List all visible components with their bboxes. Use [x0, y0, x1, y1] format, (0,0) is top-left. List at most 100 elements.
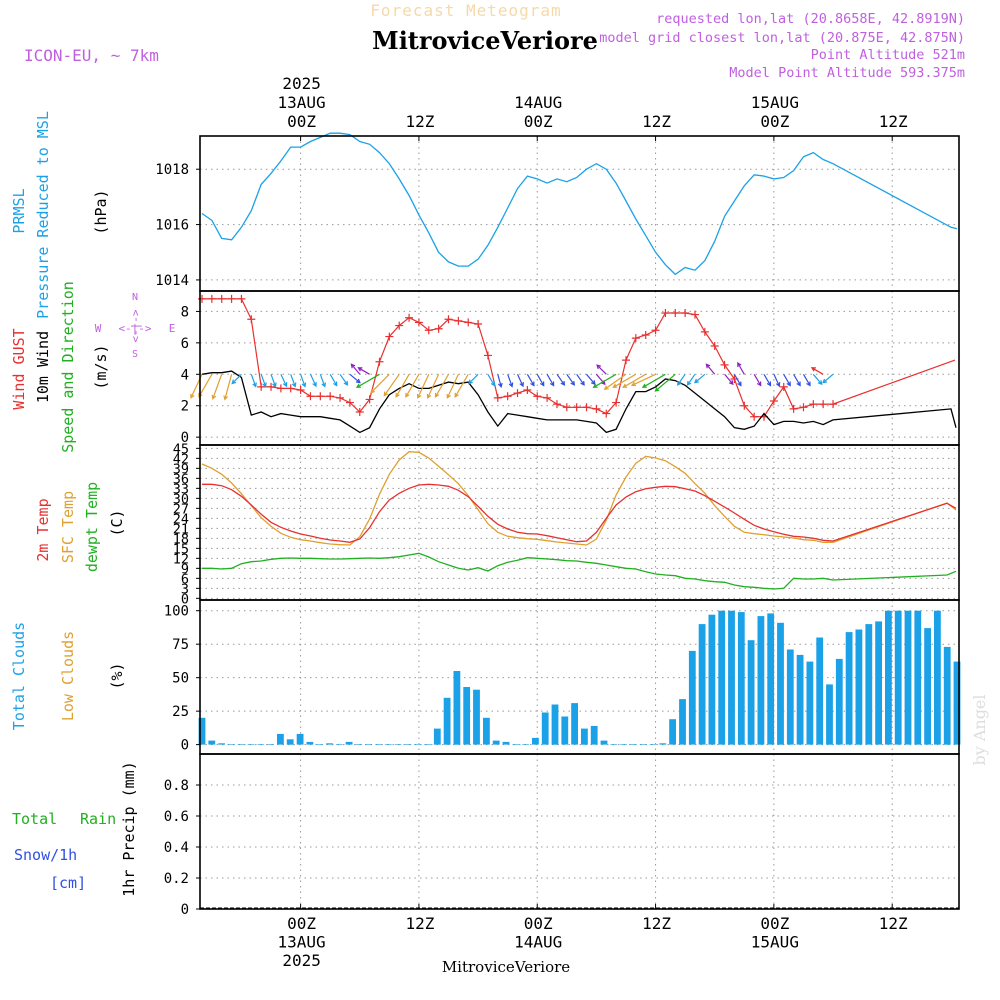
wind-gust-marker	[207, 294, 216, 303]
wind-gust-marker	[621, 356, 630, 365]
wind-gust-marker	[365, 395, 374, 404]
wind-gust-marker	[641, 331, 650, 339]
dewpoint-line	[202, 552, 957, 590]
pressure-label: PRMSL	[10, 188, 28, 233]
compass-s: S	[132, 349, 138, 360]
wind-direction-arrow	[586, 373, 596, 386]
y-tick-label: 6	[181, 571, 189, 587]
cloud-bar	[777, 622, 784, 745]
wind-direction-arrow	[434, 373, 450, 398]
y-tick-label: 15	[173, 541, 189, 557]
y-tick-label: 0	[181, 738, 189, 754]
wind-compass-icon: N S W E <-|-><-|->	[95, 292, 176, 360]
wind-direction-arrow	[576, 373, 585, 386]
wind-gust-marker	[267, 382, 276, 391]
y-tick-label: 33	[173, 481, 189, 497]
wind-label: 10m Wind	[34, 331, 52, 403]
panel-frame	[199, 290, 960, 446]
y-tick-label: 6	[181, 336, 189, 352]
time-label-bottom: 14AUG	[514, 933, 562, 952]
temp-2m-line	[202, 483, 957, 543]
time-label-top: 12Z	[642, 112, 671, 131]
temp-label: (C)	[108, 509, 126, 536]
wind-gust-marker	[612, 398, 621, 407]
cloud-bar	[463, 687, 471, 745]
cloud-bar	[708, 614, 716, 745]
compass-ns-arrows: <-|->	[129, 309, 142, 342]
cloud-bar	[806, 661, 814, 745]
wind-gust-marker	[493, 393, 502, 402]
y-tick-label: 0.2	[164, 871, 189, 887]
wind-gust-line	[202, 298, 956, 418]
cloud-bar	[541, 712, 549, 745]
wind-direction-arrow	[622, 373, 647, 388]
panel-labels: PRMSL Pressure Reduced to MSL (hPa) Wind GU…	[10, 111, 175, 897]
wind-direction-arrow	[536, 373, 545, 387]
wind-gust-marker	[533, 392, 542, 401]
temp-sfc-line	[201, 451, 957, 546]
chart-subtitle: Forecast Meteogram	[370, 1, 561, 20]
wind-gust-marker	[474, 320, 483, 328]
pressure-label: (hPa)	[92, 189, 110, 234]
wind-gust-marker	[316, 392, 325, 401]
y-tick-label: 12	[173, 551, 189, 567]
wind-direction-arrow	[355, 373, 380, 388]
cloud-bar	[443, 697, 451, 745]
wind-direction-arrow	[733, 373, 742, 387]
wind-label: Speed and Direction	[59, 281, 77, 453]
wind-direction-arrow	[497, 374, 503, 389]
wind-gust-marker	[552, 400, 561, 409]
cloud-bar	[639, 744, 647, 745]
time-label-bottom: 00Z	[760, 914, 789, 933]
wind-gust-marker	[405, 313, 414, 322]
wind-gust-marker	[799, 403, 808, 412]
cloud-bar	[306, 741, 314, 745]
wind-direction-arrow	[349, 373, 361, 384]
wind-direction-arrow	[231, 373, 242, 385]
cloud-bar	[875, 621, 882, 745]
wind-gust-marker	[740, 401, 749, 410]
cloud-bar	[737, 612, 745, 745]
wind-gust-marker	[424, 326, 433, 335]
wind-gust-marker	[395, 321, 404, 330]
precip-axis-label: 1hr Precip (mm)	[120, 761, 138, 896]
wind-gust-marker	[829, 400, 838, 409]
y-tick-label: 1016	[155, 218, 189, 234]
compass-n: N	[132, 292, 138, 303]
wind-gust-marker	[602, 409, 611, 418]
y-tick-label: 27	[173, 501, 189, 517]
wind-direction-arrow	[705, 363, 716, 375]
cloud-bar	[561, 716, 569, 745]
cloud-bar	[855, 629, 863, 745]
y-tick-label: 50	[172, 671, 189, 687]
cloud-bar	[316, 744, 324, 745]
y-tick-label: 24	[173, 511, 189, 527]
wind-gust-marker	[276, 384, 285, 393]
cloud-bar	[267, 744, 274, 745]
wind-gust-marker	[355, 408, 364, 416]
wind-gust-marker	[454, 316, 463, 325]
wind-gust-marker	[809, 400, 818, 409]
time-label-top: 00Z	[524, 112, 553, 131]
cloud-bar	[453, 671, 461, 745]
time-label-top: 00Z	[287, 112, 316, 131]
y-tick-label: 36	[173, 471, 189, 487]
cloud-bar	[492, 740, 500, 745]
time-label-bottom: 12Z	[879, 914, 908, 933]
time-label-bottom: 13AUG	[278, 933, 326, 952]
y-tick-label: 3	[181, 581, 189, 597]
wind-direction-arrow	[319, 374, 326, 388]
wind-direction-arrow	[783, 373, 791, 387]
wind-10m-line	[201, 370, 957, 434]
y-tick-label: 0.8	[164, 778, 189, 794]
cloud-bar	[277, 733, 284, 745]
cloud-bar	[404, 744, 412, 745]
wind-gust-marker	[414, 318, 423, 327]
wind-gust-marker	[306, 392, 315, 401]
chart-title: MitroviceVeriore	[372, 26, 598, 55]
cloud-bar	[914, 610, 922, 745]
cloud-bar	[532, 737, 539, 745]
cloud-bar	[590, 725, 598, 745]
wind-gust-marker	[385, 332, 394, 341]
y-tick-label: 0.4	[164, 840, 189, 856]
